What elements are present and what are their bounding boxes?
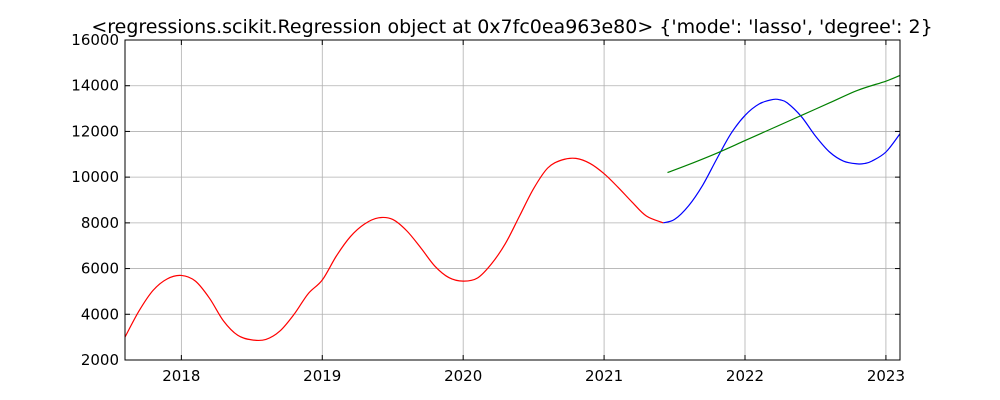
grid-lines bbox=[125, 39, 900, 361]
series-line-3 bbox=[667, 74, 901, 174]
series-line-2 bbox=[663, 98, 901, 224]
x-tick-label: 2021 bbox=[585, 367, 623, 385]
x-tick-label: 2020 bbox=[444, 367, 482, 385]
x-axis-labels: 2018 2019 2020 2021 2022 2023 bbox=[162, 367, 905, 385]
x-tick-label: 2019 bbox=[303, 367, 341, 385]
y-tick-label: 8000 bbox=[81, 214, 119, 232]
y-tick-label: 16000 bbox=[71, 31, 119, 49]
x-tick-label: 2022 bbox=[726, 367, 764, 385]
plot-frame bbox=[124, 39, 901, 361]
x-tick-label: 2018 bbox=[162, 367, 200, 385]
y-axis-labels: 2000 4000 6000 8000 10000 12000 14000 16000 bbox=[71, 31, 119, 369]
series-layer bbox=[124, 74, 901, 342]
y-tick-label: 4000 bbox=[81, 305, 119, 323]
y-tick-label: 6000 bbox=[81, 260, 119, 278]
tick-marks bbox=[125, 39, 900, 361]
y-tick-label: 12000 bbox=[71, 122, 119, 140]
y-tick-label: 2000 bbox=[81, 351, 119, 369]
chart-title: <regressions.scikit.Regression object at… bbox=[91, 16, 932, 38]
y-tick-label: 14000 bbox=[71, 77, 119, 95]
x-tick-label: 2023 bbox=[867, 367, 905, 385]
series-line-1 bbox=[124, 157, 664, 342]
y-tick-label: 10000 bbox=[71, 168, 119, 186]
